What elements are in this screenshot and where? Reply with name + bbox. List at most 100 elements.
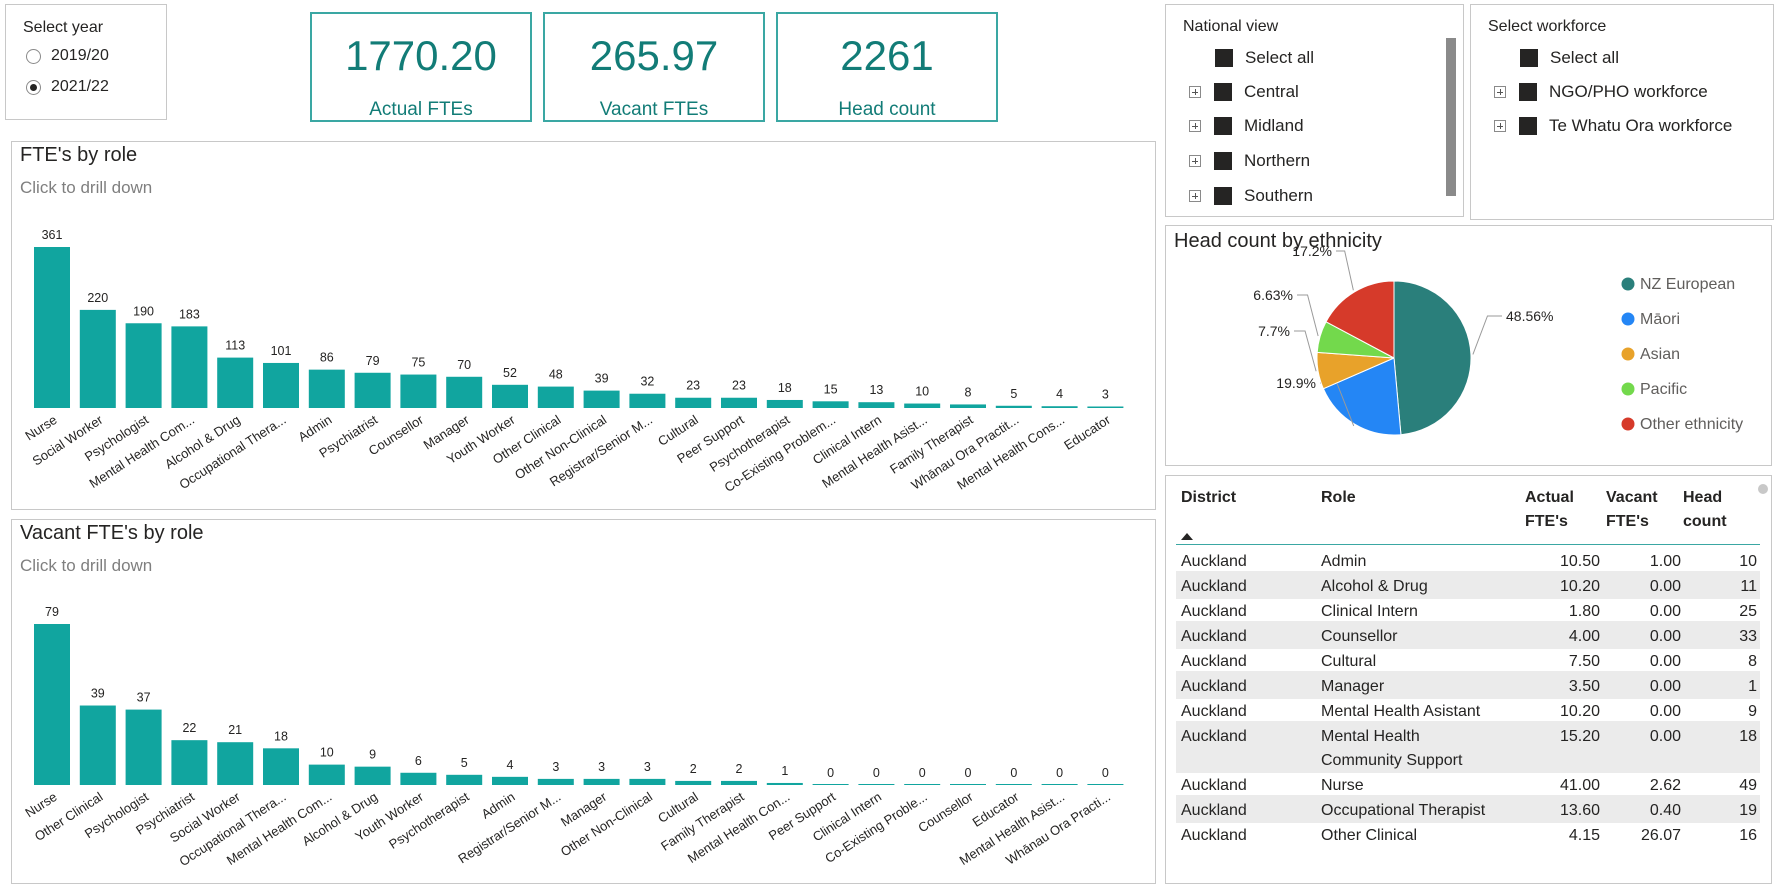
checkbox-checked-icon[interactable] [1520,49,1538,67]
expand-plus-icon[interactable] [1189,86,1201,98]
bar[interactable] [308,764,345,785]
bar[interactable] [125,323,162,408]
bar[interactable] [537,386,574,408]
national-item-central[interactable]: Central [1189,82,1299,102]
bar[interactable] [812,401,849,408]
table-row[interactable]: Auckland 1.80 0.00 25 Clinical Intern [1176,596,1760,624]
column-header-district[interactable]: District [1181,489,1237,506]
expand-plus-icon[interactable] [1189,120,1201,132]
bar[interactable] [1041,784,1078,785]
bar[interactable] [766,782,803,785]
bar[interactable] [492,384,528,408]
checkbox-checked-icon[interactable] [1214,83,1232,101]
district-role-table[interactable]: District Role Actual FTE's Vacant FTE's … [1165,475,1772,884]
ethnicity-pie-svg[interactable]: 48.56% 19.9% 7.7% 6.63% 17.2% NZ European Māor… [1166,226,1771,465]
bar[interactable] [766,399,803,408]
bar[interactable] [950,404,986,408]
table-scrollbar[interactable] [1758,484,1768,494]
checkbox-checked-icon[interactable] [1215,49,1233,67]
sort-ascending-icon[interactable] [1181,533,1193,540]
bar[interactable] [34,247,70,408]
column-header-head-count[interactable]: Head count [1683,486,1727,534]
bar[interactable] [583,778,620,785]
bar[interactable] [34,624,70,785]
workforce-select-all[interactable]: Select all [1520,48,1619,68]
expand-plus-icon[interactable] [1494,120,1506,132]
bar[interactable] [79,705,116,785]
column-header-actual-ftes[interactable]: Actual FTE's [1525,486,1574,534]
bar[interactable] [995,784,1032,785]
national-item-southern[interactable]: Southern [1189,186,1313,206]
national-select-all[interactable]: Select all [1215,48,1314,68]
bar[interactable] [354,372,391,408]
bar[interactable] [446,376,483,408]
bar[interactable] [354,766,391,785]
bar[interactable] [721,780,757,785]
legend-label[interactable]: Pacific [1640,381,1687,398]
pie-slice[interactable] [1325,280,1395,359]
expand-plus-icon[interactable] [1189,190,1201,202]
table-row[interactable]: Auckland 41.00 2.62 49 Nurse [1176,770,1760,798]
radio-icon[interactable] [26,48,41,64]
column-header-vacant-ftes[interactable]: Vacant FTE's [1606,486,1658,534]
fte-by-role-chart[interactable]: FTE's by role Click to drill down 361 Nur… [11,141,1156,510]
bar[interactable] [583,390,620,408]
workforce-item-te-whatu-ora[interactable]: Te Whatu Ora workforce [1494,116,1732,136]
bar[interactable] [1041,406,1078,408]
bar[interactable] [950,784,986,785]
bar[interactable] [217,742,254,785]
checkbox-checked-icon[interactable] [1214,187,1232,205]
bar[interactable] [675,397,712,408]
radio-selected-icon[interactable] [26,79,41,95]
bar[interactable] [400,772,437,785]
bar[interactable] [904,784,941,785]
national-item-northern[interactable]: Northern [1189,151,1310,171]
bar[interactable] [675,780,712,785]
table-row[interactable]: Auckland 4.15 26.07 16 Other Clinical [1176,820,1760,848]
column-header-role[interactable]: Role [1321,489,1356,506]
slicer-scrollbar[interactable] [1446,38,1456,196]
bar[interactable] [629,393,666,408]
bar[interactable] [79,309,116,408]
table-row[interactable]: Auckland 4.00 0.00 33 Counsellor [1176,621,1760,649]
checkbox-checked-icon[interactable] [1519,83,1537,101]
head-count-by-ethnicity-chart[interactable]: Head count by ethnicity 48.56% 19.9% 7.7% 6… [1165,225,1772,466]
legend-label[interactable]: Māori [1640,311,1680,328]
table-row[interactable]: Auckland 10.20 0.00 11 Alcohol & Drug [1176,571,1760,599]
bar[interactable] [308,369,345,408]
pie-slice[interactable] [1322,357,1402,436]
bar[interactable] [171,740,208,785]
year-option-2019-20[interactable]: 2019/20 [26,47,109,65]
bar[interactable] [217,357,254,408]
bar[interactable] [446,774,483,785]
bar[interactable] [125,709,162,785]
checkbox-checked-icon[interactable] [1214,152,1232,170]
bar[interactable] [1087,406,1124,409]
legend-label[interactable]: NZ European [1640,276,1735,293]
expand-plus-icon[interactable] [1494,86,1506,98]
bar[interactable] [721,397,757,408]
bar[interactable] [629,778,666,785]
bar[interactable] [263,362,299,408]
table-row[interactable]: Auckland 15.20 0.00 18 Mental Health Communit… [1176,721,1760,773]
table-row[interactable]: Auckland 13.60 0.40 19 Occupational Therapis… [1176,795,1760,823]
bar[interactable] [858,784,895,785]
table-row[interactable]: Auckland 10.20 0.00 9 Mental Health Asistant [1176,696,1760,724]
checkbox-checked-icon[interactable] [1519,117,1537,135]
bar[interactable] [492,776,528,785]
legend-label[interactable]: Asian [1640,346,1680,363]
bar[interactable] [171,326,208,408]
vacant-fte-by-role-chart[interactable]: Vacant FTE's by role Click to drill down… [11,519,1156,884]
table-row[interactable]: Auckland 3.50 0.00 1 Manager [1176,671,1760,699]
bar[interactable] [995,405,1032,408]
national-item-midland[interactable]: Midland [1189,116,1304,136]
bar[interactable] [537,778,574,785]
bar[interactable] [904,403,941,408]
workforce-item-ngo-pho[interactable]: NGO/PHO workforce [1494,82,1708,102]
bar[interactable] [400,374,437,408]
checkbox-checked-icon[interactable] [1214,117,1232,135]
table-row[interactable]: Auckland 10.50 1.00 10 Admin [1176,546,1760,574]
bar[interactable] [812,784,849,785]
